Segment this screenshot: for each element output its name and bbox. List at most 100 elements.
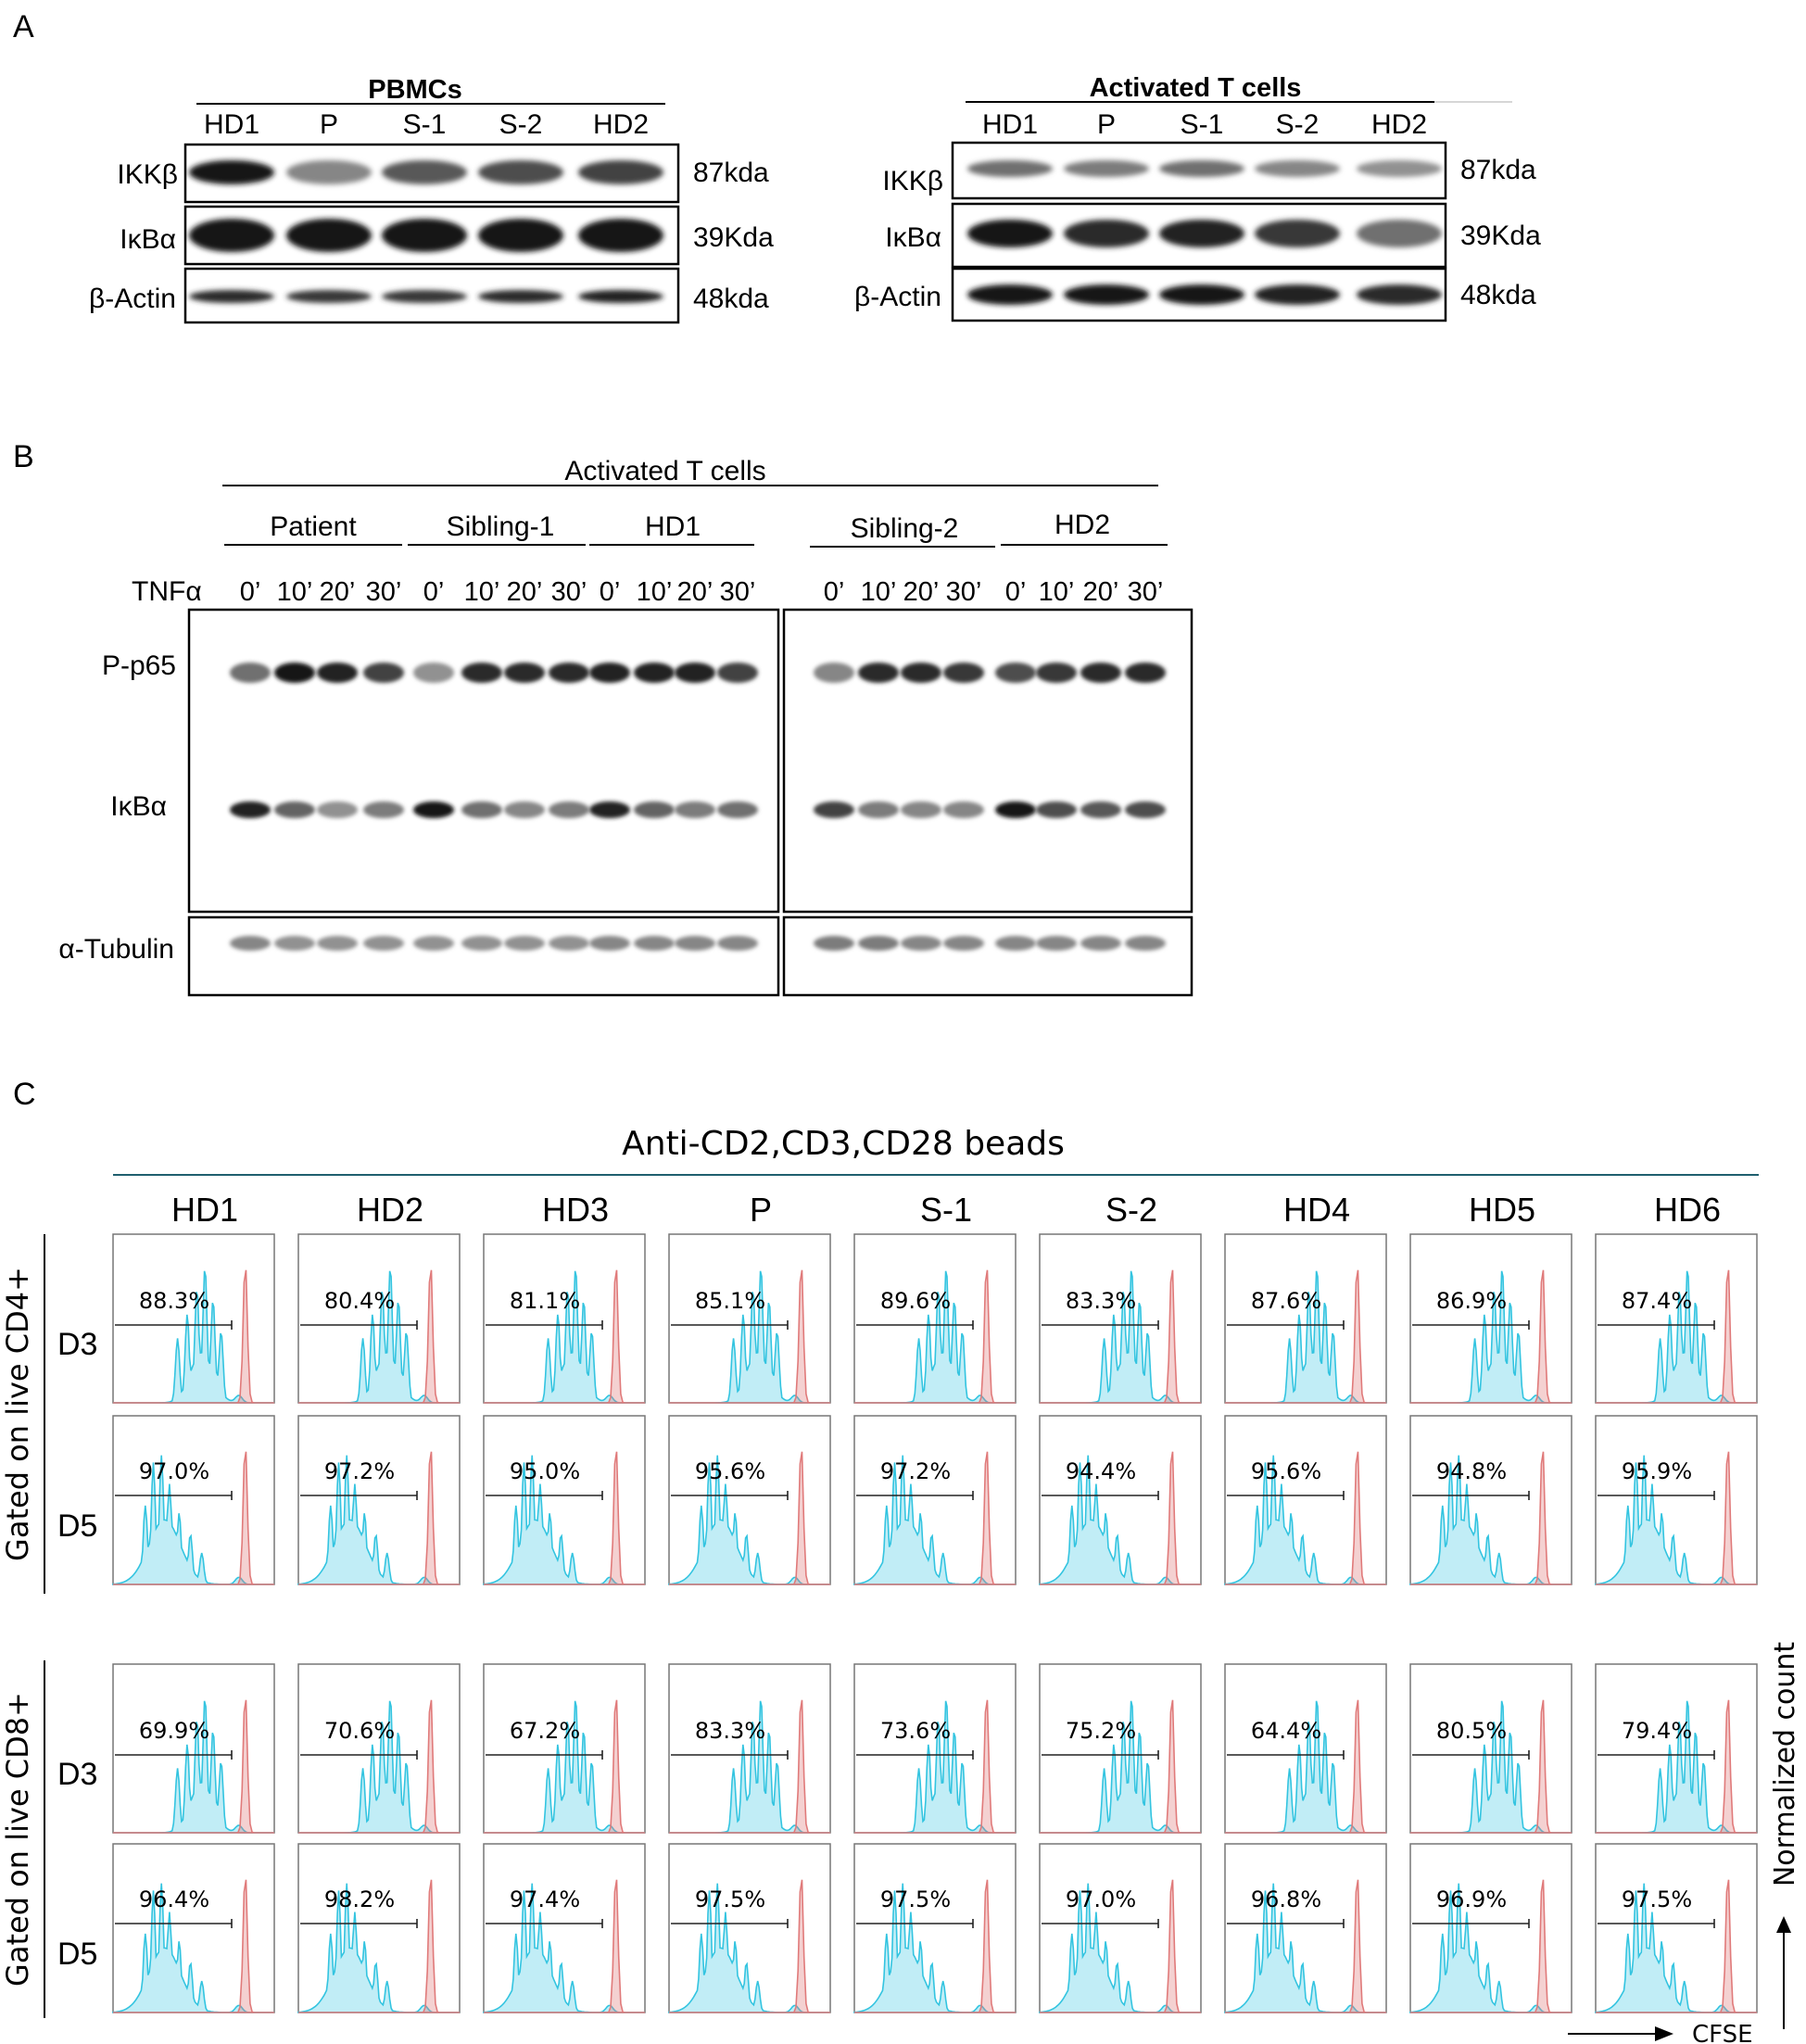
- histogram-panel: 73.6%: [853, 1663, 1017, 1834]
- band: [717, 936, 758, 951]
- undivided-histogram: [113, 1879, 274, 2013]
- histogram-panel: 97.2%: [297, 1415, 461, 1585]
- sample-label: HD2: [357, 1191, 423, 1229]
- timepoint-label: 10’: [861, 577, 897, 607]
- band: [230, 936, 271, 951]
- band: [717, 662, 758, 683]
- timepoint-label: 10’: [277, 577, 313, 607]
- gate-percent: 80.5%: [1436, 1718, 1507, 1744]
- row-label: IKKβ: [117, 159, 178, 190]
- undivided-histogram: [1596, 1451, 1757, 1585]
- gate-percent: 98.2%: [324, 1886, 395, 1912]
- timepoint-label: 20’: [320, 577, 356, 607]
- band: [943, 936, 984, 951]
- undivided-histogram: [1040, 1879, 1201, 2013]
- gate-percent: 97.5%: [880, 1886, 951, 1912]
- gate-percent: 88.3%: [139, 1288, 209, 1314]
- timepoint-label: 0’: [600, 577, 621, 607]
- x-axis-label: CFSE: [1692, 2021, 1753, 2044]
- row-label: β-Actin: [89, 284, 176, 314]
- band: [413, 936, 454, 951]
- undivided-histogram: [669, 1451, 830, 1585]
- gate-percent: 97.2%: [880, 1458, 951, 1484]
- gate-percent: 73.6%: [880, 1718, 951, 1744]
- group-label: Patient: [270, 511, 357, 542]
- undivided-histogram: [1596, 1269, 1757, 1404]
- band: [1357, 220, 1442, 247]
- day-label: D3: [57, 1757, 97, 1792]
- undivided-histogram: [1410, 1879, 1572, 2013]
- gate-percent: 95.9%: [1622, 1458, 1692, 1484]
- gate-percent: 97.0%: [1066, 1886, 1136, 1912]
- band: [1080, 801, 1121, 818]
- undivided-histogram: [1596, 1879, 1757, 2013]
- band: [286, 219, 372, 252]
- undivided-histogram: [1040, 1451, 1201, 1585]
- undivided-histogram: [113, 1699, 274, 1834]
- sample-label: S-1: [920, 1191, 972, 1229]
- band: [943, 662, 984, 683]
- undivided-histogram: [298, 1879, 460, 2013]
- band: [1036, 662, 1077, 683]
- lane-label: S-2: [499, 109, 543, 140]
- band: [413, 801, 454, 818]
- undivided-histogram: [1410, 1451, 1572, 1585]
- tnf-label: TNFα: [132, 576, 202, 607]
- timepoint-label: 20’: [903, 577, 940, 607]
- group-label: HD1: [645, 511, 701, 542]
- panel-a-letter: A: [13, 9, 34, 44]
- band: [382, 290, 467, 303]
- undivided-histogram: [1225, 1269, 1386, 1404]
- histogram-panel: 95.6%: [1224, 1415, 1387, 1585]
- lane-label: HD1: [982, 109, 1038, 140]
- band: [901, 662, 941, 683]
- blot-frame: [187, 608, 780, 914]
- band: [478, 160, 563, 184]
- blot-pbmcs: PBMCs HD1 P S-1 S-2 HD2 IKKβ 87kda IκBα …: [89, 75, 774, 324]
- band: [967, 160, 1053, 177]
- row-label: IκBα: [120, 224, 176, 255]
- histogram-panel: 67.2%: [483, 1663, 646, 1834]
- band: [634, 801, 675, 818]
- panel-c-header: Anti-CD2,CD3,CD28 beads: [622, 1125, 1065, 1163]
- band: [461, 936, 502, 951]
- histogram-panel: 97.4%: [483, 1843, 646, 2013]
- band: [1080, 662, 1121, 683]
- band: [589, 801, 630, 818]
- timepoint-label: 10’: [1039, 577, 1075, 607]
- size-label: 39Kda: [1460, 221, 1541, 251]
- gate-percent: 89.6%: [880, 1288, 951, 1314]
- y-axis-label: Normalized count: [1769, 1642, 1801, 1887]
- undivided-histogram: [1410, 1269, 1572, 1404]
- band: [549, 662, 589, 683]
- timepoint-label: 20’: [677, 577, 714, 607]
- undivided-histogram: [1225, 1699, 1386, 1834]
- lane-label: HD2: [593, 109, 649, 140]
- histogram-panel: 94.8%: [1409, 1415, 1572, 1585]
- gate-percent: 97.0%: [139, 1458, 209, 1484]
- histogram-panel: 95.9%: [1595, 1415, 1758, 1585]
- band: [286, 290, 372, 303]
- band: [317, 936, 358, 951]
- band: [504, 662, 545, 683]
- histogram-panel: 89.6%: [853, 1233, 1017, 1404]
- band: [1064, 284, 1149, 305]
- timepoint-label: 0’: [1005, 577, 1027, 607]
- band: [1255, 284, 1340, 305]
- band: [363, 936, 404, 951]
- histogram-panel: 97.0%: [1039, 1843, 1202, 2013]
- band: [943, 801, 984, 818]
- timepoint-label: 30’: [720, 577, 756, 607]
- undivided-histogram: [1225, 1879, 1386, 2013]
- gate-percent: 96.4%: [139, 1886, 209, 1912]
- band: [1125, 662, 1166, 683]
- undivided-histogram: [854, 1879, 1016, 2013]
- band: [274, 662, 315, 683]
- gate-percent: 75.2%: [1066, 1718, 1136, 1744]
- band-row: [189, 219, 663, 252]
- undivided-histogram: [113, 1451, 274, 1585]
- gate-percent: 86.9%: [1436, 1288, 1507, 1314]
- panel-b-letter: B: [13, 439, 34, 474]
- gate-percent: 79.4%: [1622, 1718, 1692, 1744]
